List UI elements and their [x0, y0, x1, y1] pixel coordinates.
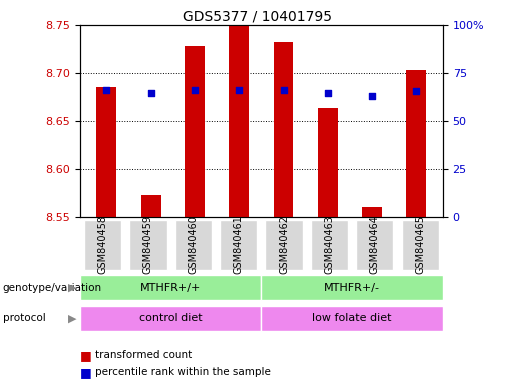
Text: GSM840463: GSM840463	[324, 215, 334, 274]
FancyBboxPatch shape	[220, 220, 258, 270]
Bar	[229, 25, 249, 217]
FancyBboxPatch shape	[129, 220, 166, 270]
Bar	[318, 109, 338, 217]
Text: low folate diet: low folate diet	[313, 313, 392, 323]
FancyBboxPatch shape	[80, 275, 261, 300]
Text: protocol: protocol	[3, 313, 45, 323]
Text: GSM840460: GSM840460	[188, 215, 198, 274]
Bar	[273, 42, 294, 217]
Text: MTHFR+/+: MTHFR+/+	[140, 283, 201, 293]
Point	[191, 87, 199, 93]
Text: GDS5377 / 10401795: GDS5377 / 10401795	[183, 10, 332, 23]
FancyBboxPatch shape	[311, 220, 348, 270]
Point	[368, 93, 376, 99]
Text: GSM840459: GSM840459	[143, 215, 153, 274]
Point	[280, 87, 288, 93]
FancyBboxPatch shape	[175, 220, 212, 270]
Text: ▶: ▶	[67, 313, 76, 323]
Text: ▶: ▶	[67, 283, 76, 293]
Text: GSM840464: GSM840464	[370, 215, 380, 274]
FancyBboxPatch shape	[402, 220, 439, 270]
Text: percentile rank within the sample: percentile rank within the sample	[95, 367, 271, 377]
Point	[146, 90, 154, 96]
FancyBboxPatch shape	[261, 275, 443, 300]
Bar	[96, 87, 116, 217]
Text: GSM840458: GSM840458	[97, 215, 108, 274]
Point	[324, 90, 332, 96]
FancyBboxPatch shape	[80, 306, 261, 331]
FancyBboxPatch shape	[356, 220, 393, 270]
Point	[413, 88, 421, 94]
FancyBboxPatch shape	[84, 220, 121, 270]
Text: transformed count: transformed count	[95, 350, 193, 360]
Bar	[406, 70, 426, 217]
Text: ■: ■	[80, 366, 92, 379]
Text: genotype/variation: genotype/variation	[3, 283, 101, 293]
Text: MTHFR+/-: MTHFR+/-	[324, 283, 380, 293]
Text: control diet: control diet	[139, 313, 202, 323]
Bar	[141, 195, 161, 217]
Text: GSM840461: GSM840461	[234, 215, 244, 274]
FancyBboxPatch shape	[265, 220, 303, 270]
Bar	[185, 46, 205, 217]
FancyBboxPatch shape	[261, 306, 443, 331]
Text: ■: ■	[80, 349, 92, 362]
Bar	[362, 207, 382, 217]
Point	[102, 87, 110, 93]
Point	[235, 87, 243, 93]
Text: GSM840465: GSM840465	[415, 215, 425, 274]
Text: GSM840462: GSM840462	[279, 215, 289, 274]
